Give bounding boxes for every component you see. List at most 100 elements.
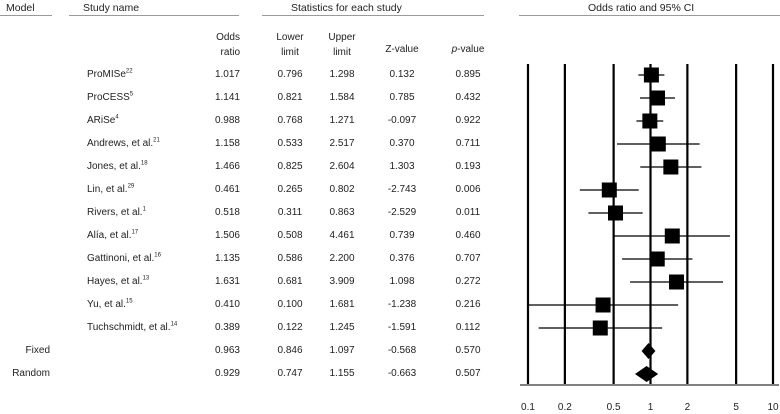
upper-limit-value: 1.584 xyxy=(329,92,355,103)
upper-limit-col-header-line2: limit xyxy=(333,47,351,58)
upper-limit-col-header: Upper limit xyxy=(314,30,370,60)
z-value: 0.370 xyxy=(389,138,415,149)
pooled-p-value: 0.570 xyxy=(455,345,481,356)
model-header-underline xyxy=(0,15,52,16)
point-estimate-square xyxy=(663,159,679,175)
pooled-z-value: -0.663 xyxy=(387,368,417,379)
study-name: Rivers, et al.1 xyxy=(87,207,146,218)
odds-ratio-value: 1.017 xyxy=(214,69,240,80)
upper-limit-value: 0.802 xyxy=(329,184,355,195)
pooled-odds-ratio-value: 0.929 xyxy=(214,368,240,379)
study-name-text: ProMISe xyxy=(87,69,126,80)
upper-limit-value: 0.863 xyxy=(329,207,355,218)
pooled-lower-limit-value: 0.846 xyxy=(277,345,303,356)
p-value: 0.011 xyxy=(455,207,481,218)
odds-ratio-col-header-line1: Odds xyxy=(216,32,240,43)
upper-limit-value: 4.461 xyxy=(329,230,355,241)
study-name: ProCESS5 xyxy=(87,92,133,103)
lower-limit-value: 0.122 xyxy=(277,322,303,333)
upper-limit-value: 2.517 xyxy=(329,138,355,149)
z-value: 0.739 xyxy=(389,230,415,241)
x-tick-label: 0.5 xyxy=(607,402,621,413)
p-value: 0.460 xyxy=(455,230,481,241)
point-estimate-square xyxy=(650,136,666,152)
lower-limit-col-header-line1: Lower xyxy=(276,32,304,43)
upper-limit-value: 3.909 xyxy=(329,276,355,287)
lower-limit-value: 0.586 xyxy=(277,253,303,264)
lower-limit-value: 0.265 xyxy=(277,184,303,195)
pooled-upper-limit-value: 1.097 xyxy=(329,345,355,356)
p-value: 0.922 xyxy=(455,115,481,126)
point-estimate-square xyxy=(642,113,658,129)
lower-limit-value: 0.533 xyxy=(277,138,303,149)
point-estimate-square xyxy=(643,67,659,83)
model-label: Random xyxy=(12,368,50,379)
study-name: ProMISe22 xyxy=(87,69,133,80)
point-estimate-square xyxy=(608,205,624,221)
p-value: 0.432 xyxy=(455,92,481,103)
odds-ratio-col-header-line2: ratio xyxy=(220,47,240,58)
study-reference: 17 xyxy=(131,229,139,236)
upper-limit-value: 1.681 xyxy=(329,299,355,310)
pooled-lower-limit-value: 0.747 xyxy=(277,368,303,379)
upper-limit-value: 2.604 xyxy=(329,161,355,172)
model-label: Fixed xyxy=(25,345,50,356)
pooled-odds-ratio-value: 0.963 xyxy=(214,345,240,356)
study-name: Alía, et al.17 xyxy=(87,230,138,241)
p-value: 0.711 xyxy=(455,138,481,149)
study-name: Andrews, et al.21 xyxy=(87,138,160,149)
or-ci-header: Odds ratio and 95% CI xyxy=(588,2,695,14)
model-header: Model xyxy=(6,2,35,14)
z-value: -0.097 xyxy=(387,115,417,126)
study-reference: 16 xyxy=(154,252,161,259)
lower-limit-value: 0.681 xyxy=(277,276,303,287)
stats-header: Statistics for each study xyxy=(291,2,402,14)
p-value: 0.193 xyxy=(455,161,481,172)
pooled-diamond xyxy=(641,343,656,359)
study-reference: 13 xyxy=(142,275,150,282)
odds-ratio-value: 1.135 xyxy=(214,253,240,264)
p-value: 0.006 xyxy=(455,184,481,195)
study-reference: 4 xyxy=(115,114,119,121)
odds-ratio-value: 0.410 xyxy=(214,299,240,310)
x-tick-label: 10 xyxy=(767,402,779,413)
point-estimate-square xyxy=(649,251,665,267)
lower-limit-value: 0.768 xyxy=(277,115,303,126)
lower-limit-value: 0.508 xyxy=(277,230,303,241)
x-tick-label: 0.2 xyxy=(558,402,572,413)
study-name-text: Yu, et al. xyxy=(87,299,126,310)
x-tick-label: 2 xyxy=(685,402,691,413)
study-name: ARiSe4 xyxy=(87,115,119,126)
p-value: 0.895 xyxy=(455,69,481,80)
upper-limit-value: 1.298 xyxy=(329,69,355,80)
odds-ratio-value: 1.466 xyxy=(214,161,240,172)
study-name-text: Alía, et al. xyxy=(87,230,132,241)
pooled-p-value: 0.507 xyxy=(455,368,481,379)
lower-limit-col-header: Lower limit xyxy=(262,30,318,60)
study-name-text: Hayes, et al. xyxy=(87,276,143,287)
pooled-upper-limit-value: 1.155 xyxy=(329,368,355,379)
odds-ratio-value: 1.158 xyxy=(214,138,240,149)
odds-ratio-value: 0.389 xyxy=(214,322,240,333)
p-value: 0.272 xyxy=(455,276,481,287)
study-reference: 14 xyxy=(170,321,178,328)
lower-limit-value: 0.796 xyxy=(277,69,303,80)
p-value-col-header: p-value xyxy=(440,44,496,55)
study-reference: 22 xyxy=(125,68,133,75)
lower-limit-value: 0.311 xyxy=(277,207,303,218)
point-estimate-square xyxy=(669,274,685,290)
pooled-diamond xyxy=(634,366,659,382)
study-name-text: ProCESS xyxy=(87,92,130,103)
z-value: -1.591 xyxy=(387,322,417,333)
study-name-text: Tuchschmidt, et al. xyxy=(87,322,171,333)
x-tick-label: 5 xyxy=(733,402,739,413)
point-estimate-square xyxy=(650,90,666,106)
study-reference: 1 xyxy=(142,206,146,213)
p-value: 0.112 xyxy=(455,322,481,333)
study-reference: 29 xyxy=(127,183,135,190)
upper-limit-col-header-line1: Upper xyxy=(328,32,356,43)
p-value-col-header-rest: -value xyxy=(457,44,485,55)
study-name: Gattinoni, et al.16 xyxy=(87,253,161,264)
point-estimate-square xyxy=(664,228,680,244)
